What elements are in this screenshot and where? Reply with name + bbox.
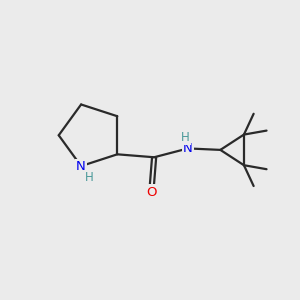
- Text: H: H: [85, 171, 94, 184]
- Text: N: N: [76, 160, 86, 172]
- Text: O: O: [146, 185, 157, 199]
- Text: N: N: [183, 142, 193, 155]
- Text: H: H: [181, 131, 190, 144]
